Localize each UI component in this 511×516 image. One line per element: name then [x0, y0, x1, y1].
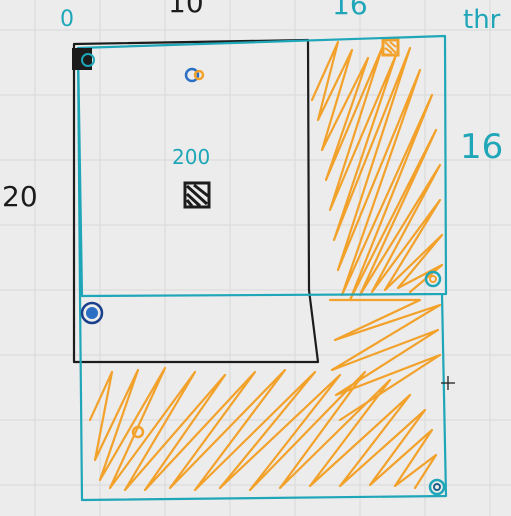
label-top-sixteen: 16	[332, 0, 368, 21]
blue-dot-left	[80, 301, 104, 325]
orange-dot-bottom	[131, 425, 145, 439]
teal-rectangles	[76, 34, 448, 502]
blue-orange-dot-top	[184, 67, 205, 83]
label-center-two-hundred: 200	[172, 145, 210, 169]
black-corner-marker	[72, 48, 95, 70]
label-top-ten: 10	[168, 0, 204, 19]
orange-hatch-right	[310, 40, 444, 422]
label-top-right-partial: thr	[463, 5, 501, 35]
teal-dot-bottom-right	[428, 478, 446, 496]
center-black-square	[183, 181, 211, 209]
orange-marker-fill	[384, 41, 397, 54]
orange-marker-square	[381, 38, 400, 57]
label-zero: 0	[60, 7, 74, 32]
orange-hatch-bottom	[88, 366, 438, 492]
label-right-sixteen: 16	[460, 127, 503, 167]
crosshair-cursor-icon	[441, 376, 455, 390]
label-left-twenty: 20	[2, 180, 38, 213]
teal-dot-right	[424, 270, 442, 288]
